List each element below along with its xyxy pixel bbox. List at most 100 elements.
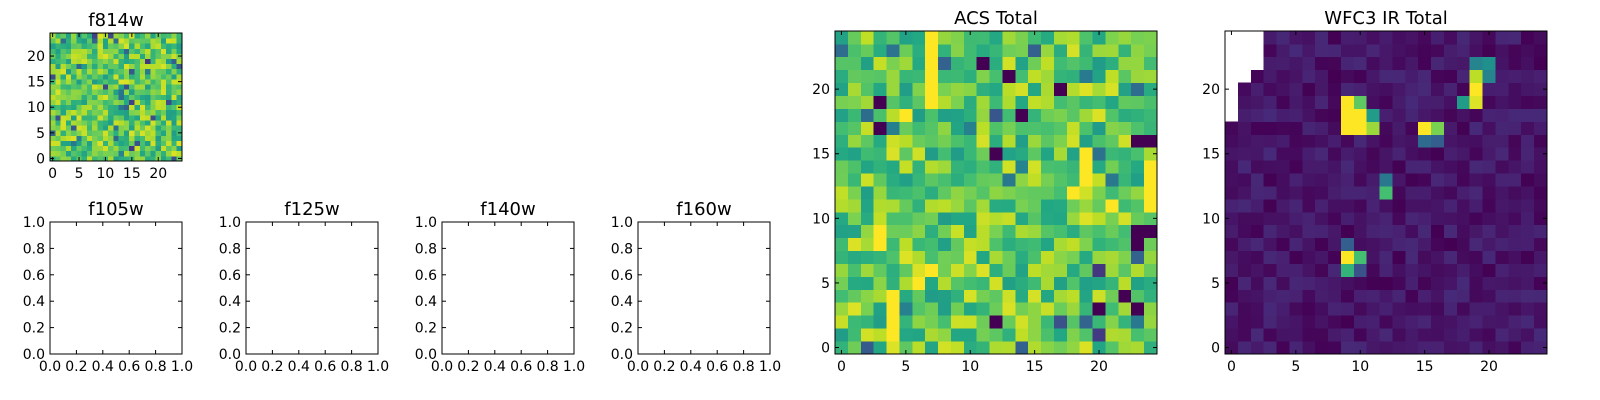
heatmap-cell [1405, 250, 1419, 264]
heatmap-cell [1443, 108, 1458, 122]
axes-frame [49, 221, 183, 355]
heatmap-cell [1521, 341, 1535, 355]
heatmap-cell [912, 121, 926, 135]
heatmap-cell [1418, 173, 1432, 187]
heatmap-cell [1521, 302, 1535, 316]
heatmap-cell [81, 155, 88, 162]
heatmap-cell [50, 94, 56, 100]
heatmap-cell [976, 211, 990, 226]
heatmap-cell [1482, 147, 1496, 161]
heatmap-cell [1015, 198, 1029, 213]
heatmap-cell [1405, 95, 1419, 109]
heatmap-cell [1105, 31, 1119, 45]
heatmap-cell [102, 140, 109, 147]
heatmap-cell [145, 43, 151, 49]
heatmap-cell [113, 99, 120, 106]
heatmap-cell [950, 198, 965, 213]
heatmap-cell [1366, 108, 1380, 122]
heatmap-cell [176, 84, 183, 90]
x-tick-label: 0.4 [484, 359, 506, 375]
heatmap-cell [1431, 147, 1445, 161]
heatmap-cell [835, 160, 849, 174]
heatmap-cell [65, 140, 72, 147]
heatmap-cell [1289, 315, 1303, 329]
heatmap-cell [86, 145, 93, 152]
heatmap-cell [76, 114, 83, 121]
heatmap-cell [912, 31, 926, 45]
heatmap-cell [171, 84, 178, 90]
heatmap-cell [145, 58, 151, 65]
heatmap-cell [1508, 341, 1522, 355]
heatmap-cell [118, 84, 125, 90]
heatmap-cell [1315, 315, 1329, 329]
heatmap-cell [1379, 43, 1393, 58]
heatmap-cell [1053, 250, 1068, 264]
heatmap-cell [1276, 289, 1290, 303]
heatmap-cell [963, 328, 978, 342]
heatmap-cell [171, 43, 178, 49]
heatmap-cell [1328, 69, 1342, 84]
heatmap-cell [1392, 186, 1406, 200]
heatmap-cell [835, 186, 849, 200]
y-tick-label: 1.0 [611, 215, 633, 231]
heatmap-cell [1092, 211, 1106, 226]
heatmap-cell [1066, 198, 1081, 213]
x-tick-label: 0.6 [510, 359, 532, 375]
heatmap-cell [1508, 134, 1522, 148]
heatmap-cell [139, 130, 146, 136]
heatmap-cell [912, 160, 926, 174]
heatmap-cell [1302, 43, 1316, 58]
heatmap-cell [171, 125, 178, 131]
y-tick-label: 1.0 [219, 215, 241, 231]
heatmap-cell [1302, 250, 1316, 264]
heatmap-cell [1092, 69, 1106, 84]
heatmap-cell [1482, 173, 1496, 187]
heatmap-cell [1263, 31, 1277, 45]
heatmap-cell [1263, 108, 1277, 122]
heatmap-cell [847, 224, 862, 239]
heatmap-cell [1418, 341, 1432, 355]
heatmap-cell [102, 43, 109, 49]
heatmap-cell [113, 38, 120, 44]
heatmap-cell [1144, 315, 1158, 329]
heatmap-cell [108, 109, 114, 116]
heatmap-cell [60, 94, 67, 100]
heatmap-cell [1456, 31, 1471, 45]
heatmap-cell [1353, 134, 1368, 148]
heatmap-cell [835, 341, 849, 355]
heatmap-cell [963, 134, 978, 148]
heatmap-cell [1469, 250, 1483, 264]
heatmap-cell [108, 63, 114, 70]
heatmap-cell [1041, 108, 1055, 122]
heatmap-cell [1015, 341, 1029, 355]
heatmap-cell [129, 104, 135, 111]
heatmap-cell [86, 120, 93, 126]
heatmap-cell [81, 99, 88, 106]
heatmap-cell [847, 289, 862, 303]
heatmap-cell [1315, 341, 1329, 355]
heatmap-cell [134, 150, 141, 157]
heatmap-cell [1508, 69, 1522, 84]
heatmap-cell [1379, 134, 1393, 148]
heatmap-cell [145, 135, 151, 141]
heatmap-cell [1002, 315, 1016, 329]
x-tick-label: 20 [1090, 359, 1108, 375]
heatmap-cell [1015, 69, 1029, 84]
heatmap-cell [160, 140, 167, 147]
heatmap-cell [1353, 108, 1368, 122]
heatmap-cell [963, 302, 978, 316]
heatmap-cell [1144, 121, 1158, 135]
heatmap-cell [81, 94, 88, 100]
heatmap-cell [76, 68, 83, 75]
y-tick-label: 0 [821, 341, 830, 357]
heatmap-cell [847, 121, 862, 135]
heatmap-cell [150, 150, 156, 157]
heatmap-cell [1118, 211, 1132, 226]
heatmap-cell [1418, 211, 1432, 226]
heatmap-cell [129, 150, 135, 157]
heatmap-cell [963, 121, 978, 135]
heatmap-cell [118, 104, 125, 111]
heatmap-cell [1002, 289, 1016, 303]
heatmap-cell [1144, 328, 1158, 342]
heatmap-cell [1353, 147, 1368, 161]
